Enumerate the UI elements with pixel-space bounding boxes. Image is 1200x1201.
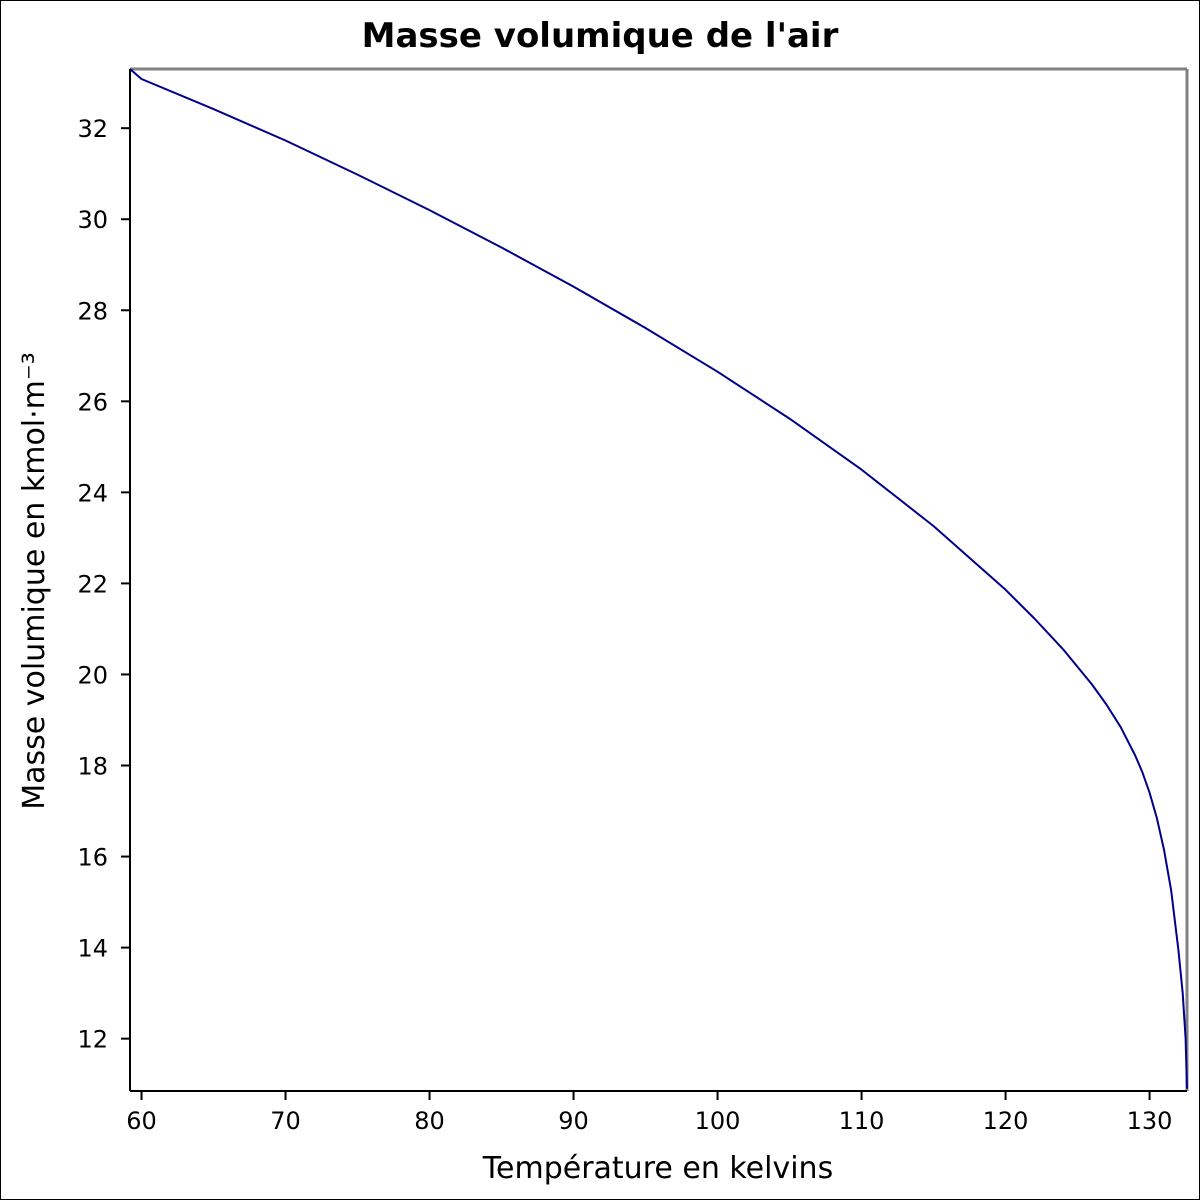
plot-frame	[129, 67, 1189, 1092]
y-tick-label: 16	[77, 844, 108, 872]
y-tick-label: 22	[77, 570, 108, 598]
x-tick-label: 60	[126, 1107, 157, 1135]
x-tick-label: 120	[983, 1107, 1029, 1135]
x-tick-label: 110	[839, 1107, 885, 1135]
x-tick-label: 80	[414, 1107, 445, 1135]
x-tick-label: 90	[558, 1107, 589, 1135]
y-axis: 12 14 16 18 20 22 24 26 28 30 32	[77, 115, 130, 1054]
y-tick-label: 18	[77, 753, 108, 781]
y-axis-label: Masse volumique en kmol·m⁻³	[17, 352, 52, 810]
y-tick-label: 14	[77, 935, 108, 963]
y-tick-label: 20	[77, 661, 108, 689]
x-tick-label: 100	[695, 1107, 741, 1135]
series-line-1	[129, 68, 1188, 1089]
y-tick-label: 24	[77, 479, 108, 507]
chart-title: Masse volumique de l'air	[362, 16, 839, 56]
y-tick-label: 32	[77, 115, 108, 143]
y-tick-label: 30	[77, 206, 108, 234]
y-tick-label: 26	[77, 388, 108, 416]
series-layer	[129, 68, 1188, 1089]
y-tick-label: 28	[77, 297, 108, 325]
x-axis-label: Température en kelvins	[482, 1151, 833, 1186]
x-tick-label: 130	[1127, 1107, 1173, 1135]
y-tick-label: 12	[77, 1026, 108, 1054]
x-tick-label: 70	[270, 1107, 301, 1135]
x-axis: 60 70 80 90 100 110 120 130	[126, 1091, 1172, 1135]
